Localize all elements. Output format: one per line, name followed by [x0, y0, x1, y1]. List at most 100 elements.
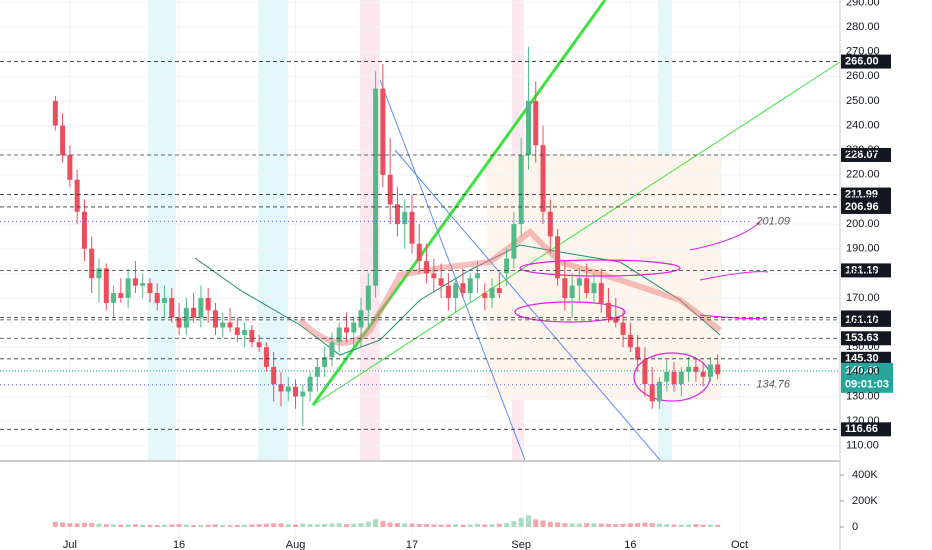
volume-bar	[118, 524, 124, 527]
volume-bar	[686, 524, 692, 527]
candle-body	[533, 100, 539, 146]
candle-body	[460, 283, 466, 294]
volume-bar	[678, 524, 684, 527]
volume-bar	[351, 523, 357, 527]
volume-bar	[445, 524, 451, 527]
candle-body	[285, 386, 291, 392]
candle-body	[365, 285, 371, 311]
volume-bar	[242, 524, 248, 527]
vol-tick-label: 0	[852, 521, 858, 533]
volume-bar	[380, 521, 386, 527]
candle-body	[351, 322, 357, 333]
candle-body	[693, 366, 699, 372]
volume-bar	[511, 521, 517, 527]
volume-bar	[67, 523, 73, 527]
volume-bar	[307, 524, 313, 527]
volume-bar	[96, 523, 102, 527]
volume-bar	[664, 524, 670, 527]
volume-bar	[591, 523, 597, 527]
volume-bar	[132, 524, 138, 527]
candles	[52, 46, 721, 427]
candle-body	[67, 155, 73, 180]
candle-body	[373, 88, 379, 286]
candle-body	[343, 327, 349, 333]
level-badge	[841, 312, 891, 327]
candle-body	[242, 329, 248, 335]
volume-bar	[162, 524, 168, 527]
volume-bar	[111, 524, 117, 527]
volume-bar	[598, 523, 604, 527]
candle-body	[162, 297, 168, 303]
candle-body	[307, 376, 313, 392]
y-tick-label: 160.00	[846, 316, 880, 328]
candle-body	[511, 224, 517, 259]
candle-body	[540, 145, 546, 212]
volume-bar	[125, 524, 131, 527]
volume-bar	[402, 523, 408, 527]
candle-body	[649, 384, 655, 402]
volume-bar	[263, 523, 269, 527]
level-label: 145.30	[845, 353, 879, 365]
x-tick-label: 17	[406, 539, 418, 550]
volume-bar	[293, 524, 299, 527]
candle-body	[606, 302, 612, 318]
y-tick-label: 170.00	[846, 292, 880, 304]
y-tick-label: 230.00	[846, 144, 880, 156]
level-label: 116.66	[845, 423, 878, 435]
candle-body	[358, 310, 364, 328]
volume-pane	[52, 515, 721, 527]
candle-body	[198, 297, 204, 318]
candle-body	[256, 342, 262, 348]
candle-body	[176, 317, 182, 328]
candle-body	[336, 327, 342, 343]
y-tick-label: 210.00	[846, 193, 880, 205]
volume-bar	[518, 517, 524, 527]
volume-bar	[482, 524, 488, 527]
candle-body	[140, 283, 146, 286]
candle-body	[132, 278, 138, 286]
candle-body	[322, 357, 328, 367]
candle-body	[627, 334, 633, 348]
volume-bar	[569, 523, 575, 527]
candle-body	[496, 288, 502, 294]
volume-bar	[183, 524, 189, 527]
candle-body	[227, 322, 233, 328]
candle-body	[715, 364, 721, 375]
candle-body	[424, 261, 430, 274]
volume-bar	[467, 524, 473, 527]
volume-bar	[613, 524, 619, 527]
volume-bar	[555, 522, 561, 527]
candle-body	[409, 211, 415, 244]
volume-bar	[387, 522, 393, 527]
level-badge	[841, 351, 891, 366]
volume-bar	[460, 524, 466, 527]
y-tick-label: 290.00	[846, 0, 880, 8]
volume-bar	[707, 524, 713, 527]
price-levels: 266.00228.07211.99206.96181.19162.08161.…	[0, 54, 893, 437]
candle-body	[467, 278, 473, 294]
volume-bar	[394, 523, 400, 527]
volume-bar	[540, 520, 546, 527]
candle-body	[525, 100, 531, 156]
candle-body	[111, 293, 117, 303]
y-tick-label: 110.00	[846, 440, 879, 452]
volume-bar	[212, 524, 218, 527]
volume-bar	[475, 523, 481, 527]
volume-bar	[220, 525, 226, 527]
x-tick-label: 16	[624, 539, 636, 550]
candle-body	[686, 366, 692, 372]
candle-body	[613, 317, 619, 323]
y-tick-label: 240.00	[846, 119, 880, 131]
volume-bar	[606, 523, 612, 527]
y-tick-label: 180.00	[846, 267, 880, 279]
volume-bar	[336, 523, 342, 527]
volume-bar	[227, 525, 233, 527]
x-tick-label: 16	[173, 539, 185, 550]
candle-body	[293, 386, 299, 397]
volume-bar	[343, 524, 349, 527]
y-tick-label: 120.00	[846, 415, 880, 427]
volume-bar	[547, 521, 553, 527]
level-label: 161.10	[845, 314, 879, 326]
y-tick-label: 130.00	[846, 390, 880, 402]
candle-body	[314, 366, 320, 377]
